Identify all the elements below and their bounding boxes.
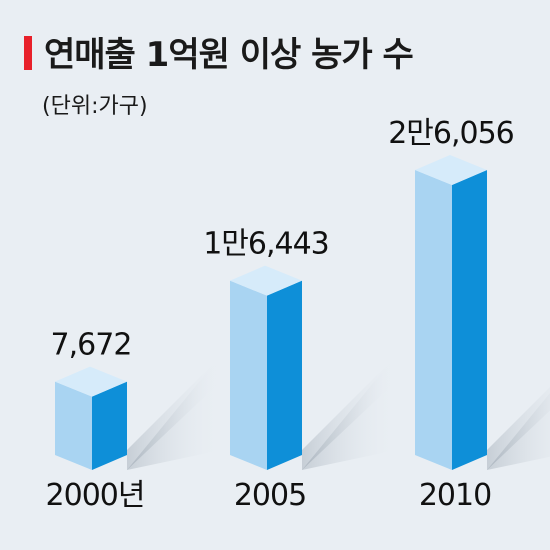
bar-top xyxy=(55,366,127,397)
bar-top xyxy=(415,155,487,185)
chart-title: 연매출 1억원 이상 농가 수 xyxy=(44,35,414,75)
bar-shadow xyxy=(302,355,397,470)
bar-shadow xyxy=(127,355,222,470)
bar-front xyxy=(230,280,267,470)
bar-front xyxy=(55,381,92,470)
unit-label: (단위:가구) xyxy=(42,94,148,119)
category-label: 2010 xyxy=(419,478,491,513)
bar-shadow xyxy=(487,387,550,470)
category-label: 2000년 xyxy=(46,478,145,513)
bar-value-label: 2만6,056 xyxy=(388,116,514,151)
bar-side xyxy=(267,280,302,470)
bar-value-label: 7,672 xyxy=(51,328,132,363)
bar-top xyxy=(230,265,302,296)
bar-front xyxy=(415,170,452,470)
category-label: 2005 xyxy=(234,478,306,513)
bar-side xyxy=(452,170,487,470)
title-accent-bar xyxy=(24,36,32,70)
bar-side xyxy=(92,381,127,470)
bar-value-label: 1만6,443 xyxy=(203,227,329,262)
